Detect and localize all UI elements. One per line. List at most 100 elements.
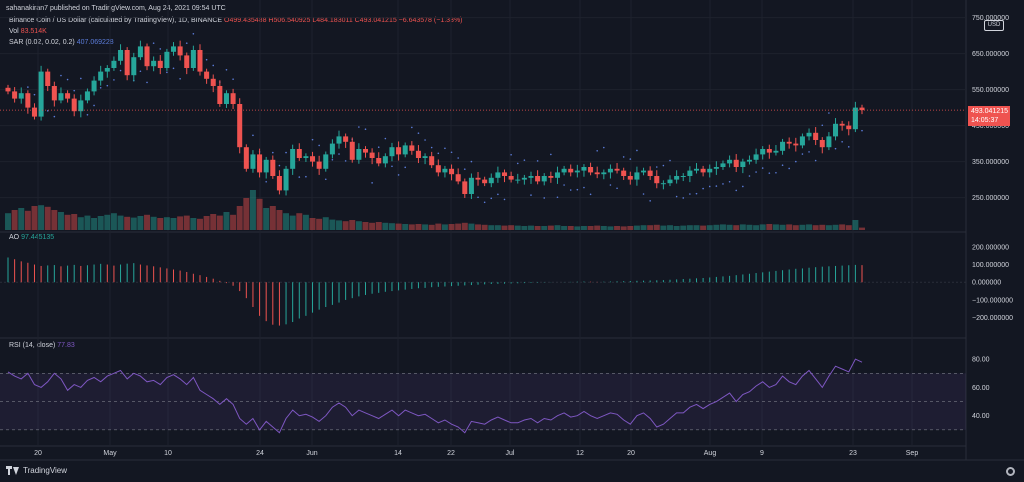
candle-body xyxy=(5,87,11,92)
candle-body xyxy=(257,154,263,173)
candle-body xyxy=(84,91,90,101)
sar-dot xyxy=(775,171,777,174)
sar-dot xyxy=(417,132,420,134)
sar-dot xyxy=(629,158,632,160)
sar-dot xyxy=(377,146,380,148)
sar-dot xyxy=(437,152,440,155)
candle-body xyxy=(104,68,110,72)
price-tick-label: 450.000000 xyxy=(972,123,1009,130)
sar-dot xyxy=(675,195,678,198)
candle-body xyxy=(12,91,18,99)
candle-body xyxy=(409,145,415,151)
volume-bar xyxy=(806,224,813,230)
candle-body xyxy=(594,172,600,175)
volume-bar xyxy=(210,214,217,230)
sar-dot xyxy=(86,114,89,116)
tradingview-logo[interactable]: TradingView xyxy=(6,466,67,475)
rsi-label: RSI (14, close) xyxy=(9,342,56,349)
sar-dot xyxy=(331,159,334,161)
candle-body xyxy=(799,136,805,146)
volume-bar xyxy=(408,224,415,230)
candle-body xyxy=(568,168,574,173)
settings-gear-icon[interactable] xyxy=(1006,467,1015,476)
volume-bar xyxy=(792,225,799,230)
candle-body xyxy=(78,100,84,112)
volume-bar xyxy=(461,222,468,230)
sar-dot xyxy=(106,84,109,87)
sar-dot xyxy=(728,180,731,183)
tradingview-logo-text: TradingView xyxy=(23,466,68,475)
sar-dot xyxy=(569,189,572,191)
candle-body xyxy=(641,170,647,173)
sar-dot xyxy=(708,185,711,188)
candle-body xyxy=(687,170,693,176)
volume-bar xyxy=(289,215,296,230)
volume-bar xyxy=(627,226,634,230)
volume-bar xyxy=(57,212,64,230)
candle-body xyxy=(137,46,143,58)
volume-bar xyxy=(647,225,654,230)
candle-body xyxy=(38,71,44,117)
volume-bar xyxy=(388,223,395,230)
sar-dot xyxy=(384,137,387,140)
candle-body xyxy=(740,161,746,167)
sar-dot xyxy=(60,74,62,77)
candle-body xyxy=(270,159,276,176)
sar-dot xyxy=(192,33,195,35)
candle-body xyxy=(190,50,196,68)
candle-body xyxy=(164,51,170,68)
ohlc-values: O499.435488 H506.540925 L484.183011 C493… xyxy=(224,17,463,24)
sar-dot xyxy=(834,147,837,150)
candle-body xyxy=(541,176,547,182)
volume-bar xyxy=(508,225,515,230)
volume-bar xyxy=(203,216,210,230)
time-tick-label: Jun xyxy=(306,450,317,457)
candle-body xyxy=(237,104,243,148)
time-tick-label: May xyxy=(103,450,117,457)
sar-value: 407.069228 xyxy=(76,39,114,46)
candle-body xyxy=(859,107,865,111)
volume-bar xyxy=(349,220,356,230)
volume-bar xyxy=(534,226,541,230)
volume-bar xyxy=(263,208,270,230)
sar-dot xyxy=(642,193,645,195)
candle-body xyxy=(746,159,752,162)
candle-body xyxy=(435,165,441,173)
candle-body xyxy=(786,141,792,144)
sar-dot xyxy=(457,157,459,159)
currency-selector[interactable]: USD xyxy=(984,20,1004,31)
sar-dot xyxy=(768,172,771,174)
sar-dot xyxy=(172,67,175,70)
volume-bar xyxy=(772,224,779,230)
volume-bar xyxy=(104,214,111,230)
sar-dot xyxy=(669,159,671,162)
time-tick-label: 22 xyxy=(447,450,455,457)
candle-body xyxy=(535,176,541,182)
volume-bar xyxy=(852,220,859,230)
volume-bar xyxy=(223,212,230,230)
candle-body xyxy=(462,181,468,194)
volume-bar xyxy=(97,216,104,230)
sar-dot xyxy=(576,188,579,191)
candle-body xyxy=(230,93,236,104)
bar-countdown: 14:05:37 xyxy=(971,117,999,124)
candle-body xyxy=(349,141,355,160)
candle-body xyxy=(614,168,620,171)
sar-dot xyxy=(232,78,234,80)
volume-bar xyxy=(739,224,746,230)
volume-bar xyxy=(481,224,488,230)
candle-body xyxy=(442,168,448,173)
sar-dot xyxy=(735,189,738,192)
sar-dot xyxy=(543,197,546,199)
volume-bar xyxy=(700,225,707,230)
volume-bar xyxy=(706,225,713,230)
candle-body xyxy=(607,168,613,173)
candle-body xyxy=(131,57,137,76)
volume-bar xyxy=(673,226,680,230)
volume-bar xyxy=(369,222,376,230)
volume-bar xyxy=(269,206,276,230)
candle-body xyxy=(144,46,150,67)
volume-bar xyxy=(91,218,98,230)
volume-bar xyxy=(574,226,581,230)
